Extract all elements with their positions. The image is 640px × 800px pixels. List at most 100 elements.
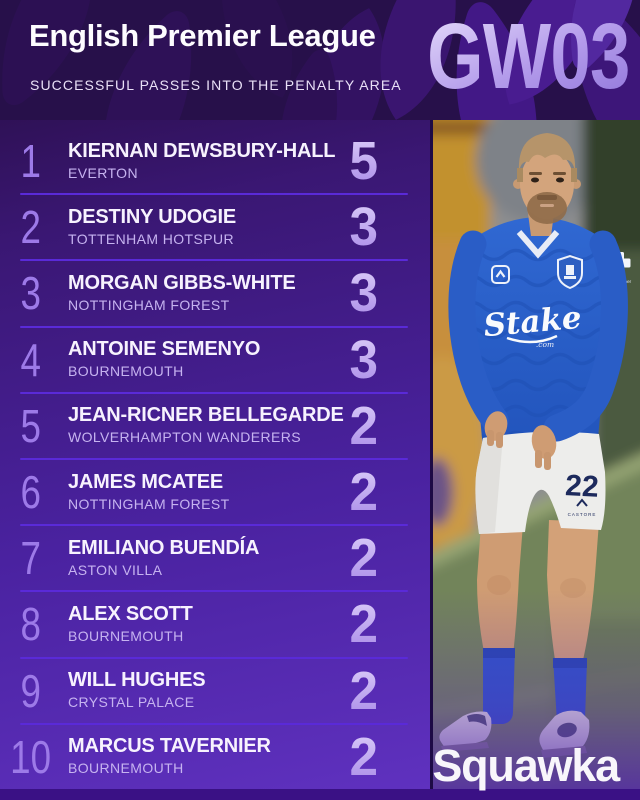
table-row: 9 WILL HUGHES CRYSTAL PALACE 2 — [0, 658, 430, 725]
stat-value-text: 2 — [349, 462, 378, 523]
brand-wordmark: Squawka — [432, 740, 620, 791]
rank-text: 6 — [20, 466, 42, 519]
rank-text: 2 — [20, 201, 42, 254]
team-name: NOTTINGHAM FOREST — [68, 495, 230, 512]
rank-number: 3 — [0, 270, 62, 316]
header-pattern — [0, 0, 640, 120]
rank-text: 9 — [20, 664, 42, 717]
stat-value-text: 2 — [349, 726, 378, 787]
stat-value-text: 5 — [349, 131, 378, 192]
page-subtitle: SUCCESSFUL PASSES INTO THE PENALTY AREA — [30, 77, 402, 93]
team-name: CRYSTAL PALACE — [68, 694, 195, 711]
table-row: 4 ANTOINE SEMENYO BOURNEMOUTH 3 — [0, 327, 430, 394]
team-name: NOTTINGHAM FOREST — [68, 296, 230, 313]
stat-value: 2 — [348, 664, 378, 718]
table-row: 6 JAMES MCATEE NOTTINGHAM FOREST 2 — [0, 459, 430, 527]
rank-text: 10 — [10, 730, 52, 783]
shirt-sponsor-text: Stake — [482, 300, 583, 344]
stat-value-text: 3 — [349, 197, 378, 258]
row-divider — [20, 193, 408, 196]
row-divider — [20, 722, 408, 725]
ranking-list: 1 KIERNAN DEWSBURY-HALL EVERTON 5 2 DEST… — [0, 120, 430, 790]
rank-text: 4 — [20, 333, 42, 386]
rank-text: 1 — [20, 135, 42, 188]
castore-logo-icon — [491, 265, 510, 284]
player-head — [513, 133, 581, 259]
rank-number: 10 — [0, 734, 62, 780]
everton-crest-icon — [557, 254, 583, 290]
sponsor-underline — [506, 334, 558, 344]
rank-number: 8 — [0, 601, 62, 647]
rank-number: 7 — [0, 535, 62, 581]
shorts-brand-text: CASTORE — [568, 512, 597, 517]
row-divider — [20, 524, 408, 527]
player-name: DESTINY UDOGIE — [68, 205, 236, 228]
team-name: BOURNEMOUTH — [68, 363, 184, 380]
player-info: WILL HUGHES CRYSTAL PALACE — [62, 669, 206, 711]
player-info: EMILIANO BUENDÍA ASTON VILLA — [62, 537, 259, 578]
table-row: 2 DESTINY UDOGIE TOTTENHAM HOTSPUR 3 — [0, 194, 430, 262]
stat-value: 2 — [348, 597, 378, 651]
stat-value-text: 2 — [349, 594, 378, 655]
shirt-number-text: 22 — [564, 469, 599, 504]
shorts-castore-chevron-icon — [576, 498, 588, 507]
rank-number: 2 — [0, 204, 62, 250]
row-divider — [20, 590, 408, 593]
player-hair — [518, 133, 576, 172]
player-name: EMILIANO BUENDÍA — [68, 536, 260, 559]
player-info: ANTOINE SEMENYO BOURNEMOUTH — [62, 338, 260, 379]
rank-text: 8 — [20, 598, 42, 651]
player-shorts: 22 CASTORE — [475, 431, 606, 534]
player-info: JEAN-RICNER BELLEGARDE WOLVERHAMPTON WAN… — [62, 404, 344, 445]
stat-value: 2 — [348, 465, 378, 519]
rank-number: 1 — [0, 138, 62, 184]
player-name: WILL HUGHES — [68, 669, 206, 692]
player-name: MORGAN GIBBS-WHITE — [68, 271, 296, 294]
player-name: ANTOINE SEMENYO — [68, 338, 261, 361]
rank-number: 4 — [0, 337, 62, 383]
stat-value-text: 3 — [349, 329, 378, 390]
player-info: ALEX SCOTT BOURNEMOUTH — [62, 603, 193, 644]
table-row: 3 MORGAN GIBBS-WHITE NOTTINGHAM FOREST 3 — [0, 260, 430, 328]
rank-number: 9 — [0, 668, 62, 714]
player-hands — [484, 411, 557, 470]
table-row: 7 EMILIANO BUENDÍA ASTON VILLA 2 — [0, 525, 430, 593]
table-row: 8 ALEX SCOTT BOURNEMOUTH 2 — [0, 591, 430, 659]
stat-value: 3 — [348, 200, 378, 254]
stat-value: 3 — [348, 333, 378, 387]
player-name: JEAN-RICNER BELLEGARDE — [68, 404, 344, 427]
player-info: MARCUS TAVERNIER BOURNEMOUTH — [62, 735, 271, 776]
player-name: JAMES MCATEE — [68, 470, 224, 493]
stat-value: 2 — [348, 531, 378, 585]
stat-value-text: 2 — [349, 528, 378, 589]
player-info: JAMES MCATEE NOTTINGHAM FOREST — [62, 471, 230, 512]
player-info: DESTINY UDOGIE TOTTENHAM HOTSPUR — [62, 206, 236, 247]
row-divider — [20, 259, 408, 262]
table-row: 10 MARCUS TAVERNIER BOURNEMOUTH 2 — [0, 724, 430, 790]
player-info: KIERNAN DEWSBURY-HALL EVERTON — [62, 140, 335, 181]
gameweek-badge: GW03 — [370, 9, 631, 102]
player-info: MORGAN GIBBS-WHITE NOTTINGHAM FOREST — [62, 272, 296, 313]
shirt-collar — [516, 230, 560, 259]
table-row: 5 JEAN-RICNER BELLEGARDE WOLVERHAMPTON W… — [0, 393, 430, 460]
row-divider — [20, 457, 408, 460]
ranking-rows: 1 KIERNAN DEWSBURY-HALL EVERTON 5 2 DEST… — [0, 128, 430, 790]
player-photo: Christopher Ward Stake .com 22 CASTORE — [430, 120, 640, 800]
team-name: EVERTON — [68, 164, 138, 181]
stat-value-text: 2 — [349, 660, 378, 721]
player-beard — [527, 192, 567, 224]
player-name: KIERNAN DEWSBURY-HALL — [68, 139, 336, 162]
rank-text: 3 — [20, 267, 42, 320]
team-name: BOURNEMOUTH — [68, 627, 184, 644]
purple-fade-overlay — [433, 590, 640, 800]
row-divider — [20, 391, 408, 394]
team-name: WOLVERHAMPTON WANDERERS — [68, 429, 301, 446]
rank-number: 6 — [0, 469, 62, 515]
bottom-strip — [0, 789, 640, 800]
player-photo-illustration: Christopher Ward Stake .com 22 CASTORE — [433, 120, 640, 800]
stat-value: 2 — [348, 399, 378, 453]
shirt-sponsor-suffix-text: .com — [536, 340, 554, 349]
team-name: ASTON VILLA — [68, 561, 163, 578]
team-name: BOURNEMOUTH — [68, 760, 184, 777]
stat-value: 2 — [348, 730, 378, 784]
